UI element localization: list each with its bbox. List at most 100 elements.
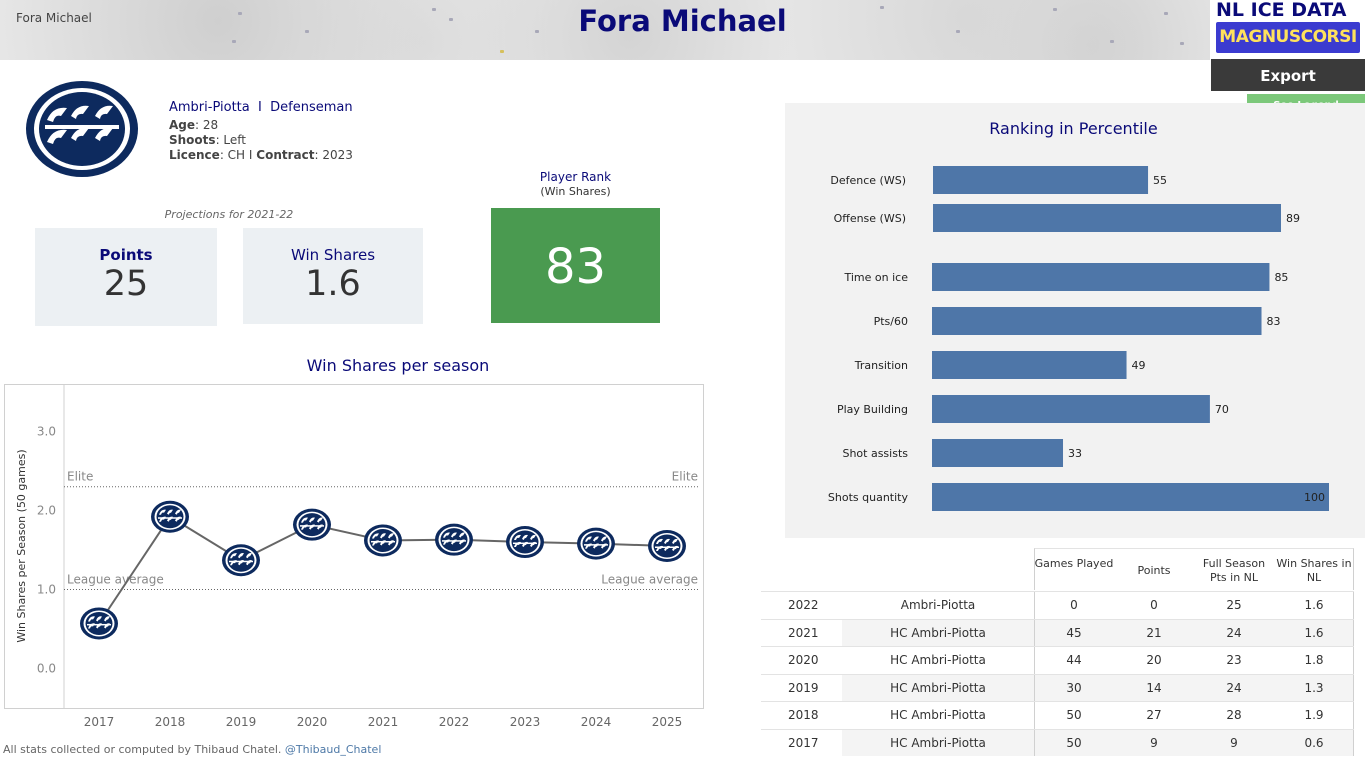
elite-label-left: Elite bbox=[67, 470, 93, 484]
ranking-category-label: Offense (WS) bbox=[834, 212, 906, 225]
row-team-cell: Ambri-Piotta bbox=[900, 598, 976, 612]
ranking-value-label: 83 bbox=[1267, 315, 1281, 328]
season-point-marker[interactable] bbox=[364, 524, 402, 557]
league-average-label-right: League average bbox=[601, 572, 698, 586]
row-win-shares-cell: 1.3 bbox=[1304, 680, 1324, 695]
table-row: 2017 HC Ambri-Piotta 50 9 9 0.6 bbox=[761, 728, 1354, 756]
x-tick-label: 2019 bbox=[225, 715, 257, 729]
row-games-played-cell: 50 bbox=[1066, 708, 1082, 722]
ranking-bar[interactable] bbox=[932, 395, 1210, 423]
x-tick-label: 2024 bbox=[580, 715, 612, 729]
y-axis-label: Win Shares per Season (50 games) bbox=[15, 449, 28, 642]
ranking-category-label: Defence (WS) bbox=[830, 174, 906, 187]
ranking-bar-chart: Defence (WS) 55 Offense (WS) 89 Time on ice 8… bbox=[828, 166, 1329, 511]
x-tick-label: 2020 bbox=[296, 715, 328, 729]
row-year-cell: 2022 bbox=[788, 598, 819, 612]
season-point-marker[interactable] bbox=[435, 523, 473, 556]
row-full-season-pts-cell: 25 bbox=[1226, 598, 1242, 612]
x-tick-label: 2018 bbox=[154, 715, 186, 729]
row-games-played-cell: 50 bbox=[1066, 735, 1082, 750]
table-row: 2019 HC Ambri-Piotta 30 14 24 1.3 bbox=[761, 673, 1354, 701]
banner-player-name: Fora Michael bbox=[16, 11, 92, 25]
contract-label: Contract bbox=[256, 148, 315, 162]
y-tick-label: 2.0 bbox=[37, 503, 56, 517]
team-separator: I bbox=[258, 100, 262, 115]
row-points-cell: 9 bbox=[1150, 735, 1158, 750]
elite-label-right: Elite bbox=[672, 470, 698, 484]
row-win-shares-cell: 1.8 bbox=[1304, 653, 1324, 667]
row-games-played-cell: 45 bbox=[1066, 625, 1082, 640]
licence-value: CH bbox=[227, 148, 246, 162]
footer-handle-link[interactable]: @Thibaud_Chatel bbox=[284, 743, 382, 756]
row-team-cell: HC Ambri-Piotta bbox=[890, 708, 986, 722]
row-points-cell: 27 bbox=[1146, 708, 1162, 722]
y-tick-label: 3.0 bbox=[37, 424, 56, 438]
row-full-season-pts-cell: 24 bbox=[1226, 625, 1242, 640]
row-games-played-cell: 44 bbox=[1066, 653, 1082, 667]
team-logo bbox=[26, 81, 138, 177]
points-kpi-label: Points bbox=[99, 246, 153, 264]
row-year-cell: 2018 bbox=[788, 708, 819, 722]
ranking-bar[interactable] bbox=[933, 166, 1149, 194]
ranking-bar[interactable] bbox=[932, 307, 1262, 335]
table-header-cell: Win Shares in NL bbox=[1276, 557, 1352, 584]
shoots-value: Left bbox=[223, 133, 246, 147]
licence-label: Licence bbox=[169, 148, 220, 162]
ranking-value-label: 49 bbox=[1132, 359, 1146, 372]
brand-logo: NL ICE DATA MAGNUSCORSI bbox=[1212, 0, 1365, 58]
age-line: Age: 28 bbox=[169, 118, 219, 132]
row-team-cell: HC Ambri-Piotta bbox=[890, 735, 986, 750]
player-rank-value: 83 bbox=[544, 239, 607, 295]
shoots-line: Shoots: Left bbox=[169, 133, 246, 147]
contract-value: 2023 bbox=[322, 148, 353, 162]
ranking-bar[interactable] bbox=[932, 483, 1329, 511]
team-name: Ambri-Piotta bbox=[169, 100, 250, 115]
x-tick-label: 2021 bbox=[367, 715, 399, 729]
win-shares-kpi: Win Shares 1.6 bbox=[243, 228, 423, 324]
row-year-cell: 2017 bbox=[788, 735, 819, 750]
table-row: 2021 HC Ambri-Piotta 45 21 24 1.6 bbox=[761, 618, 1354, 646]
season-stats-table: Games Played Points Full Season Pts in NL W… bbox=[761, 548, 1354, 756]
row-full-season-pts-cell: 23 bbox=[1226, 653, 1242, 667]
y-tick-label: 1.0 bbox=[37, 582, 56, 596]
row-year-cell: 2019 bbox=[788, 680, 819, 695]
row-points-cell: 20 bbox=[1146, 653, 1162, 667]
ranking-bar[interactable] bbox=[932, 351, 1127, 379]
row-win-shares-cell: 1.6 bbox=[1304, 598, 1324, 612]
player-rank-caption: Player Rank bbox=[539, 170, 612, 184]
ranking-value-label: 55 bbox=[1153, 174, 1167, 187]
season-point-marker[interactable] bbox=[293, 508, 331, 541]
season-point-marker[interactable] bbox=[151, 500, 189, 533]
ranking-category-label: Transition bbox=[854, 359, 908, 372]
brand-logo-line2: MAGNUSCORSI bbox=[1216, 22, 1360, 53]
row-full-season-pts-cell: 28 bbox=[1226, 708, 1242, 722]
export-button[interactable]: Export bbox=[1211, 59, 1365, 91]
row-win-shares-cell: 0.6 bbox=[1304, 735, 1324, 750]
player-rank-box: 83 bbox=[491, 208, 660, 323]
table-header-cell: Full Season Pts in NL bbox=[1202, 557, 1266, 584]
table-row: 2018 HC Ambri-Piotta 50 27 28 1.9 bbox=[761, 701, 1354, 729]
page-title: Fora Michael bbox=[578, 4, 787, 38]
brand-logo-line1: NL ICE DATA bbox=[1216, 0, 1347, 21]
age-value: 28 bbox=[202, 118, 219, 132]
season-point-marker[interactable] bbox=[577, 527, 615, 560]
ranking-category-label: Time on ice bbox=[844, 271, 909, 284]
season-point-marker[interactable] bbox=[506, 526, 544, 559]
ranking-panel-title: Ranking in Percentile bbox=[989, 119, 1158, 138]
ranking-bar[interactable] bbox=[932, 439, 1064, 467]
ranking-bar[interactable] bbox=[933, 204, 1281, 232]
season-point-marker[interactable] bbox=[80, 607, 118, 640]
ranking-value-label: 100 bbox=[1304, 491, 1325, 504]
x-tick-label: 2017 bbox=[83, 715, 115, 729]
footer-text: All stats collected or computed by Thiba… bbox=[3, 743, 282, 756]
row-full-season-pts-cell: 24 bbox=[1226, 680, 1242, 695]
points-kpi-value: 25 bbox=[103, 264, 149, 304]
points-kpi: Points 25 bbox=[35, 228, 217, 326]
season-point-marker[interactable] bbox=[648, 530, 686, 562]
ranking-category-label: Shots quantity bbox=[828, 491, 909, 504]
season-point-marker[interactable] bbox=[222, 544, 260, 577]
row-points-cell: 14 bbox=[1146, 680, 1162, 695]
ranking-value-label: 70 bbox=[1215, 403, 1229, 416]
ranking-bar[interactable] bbox=[932, 263, 1270, 291]
ranking-value-label: 33 bbox=[1068, 447, 1082, 460]
